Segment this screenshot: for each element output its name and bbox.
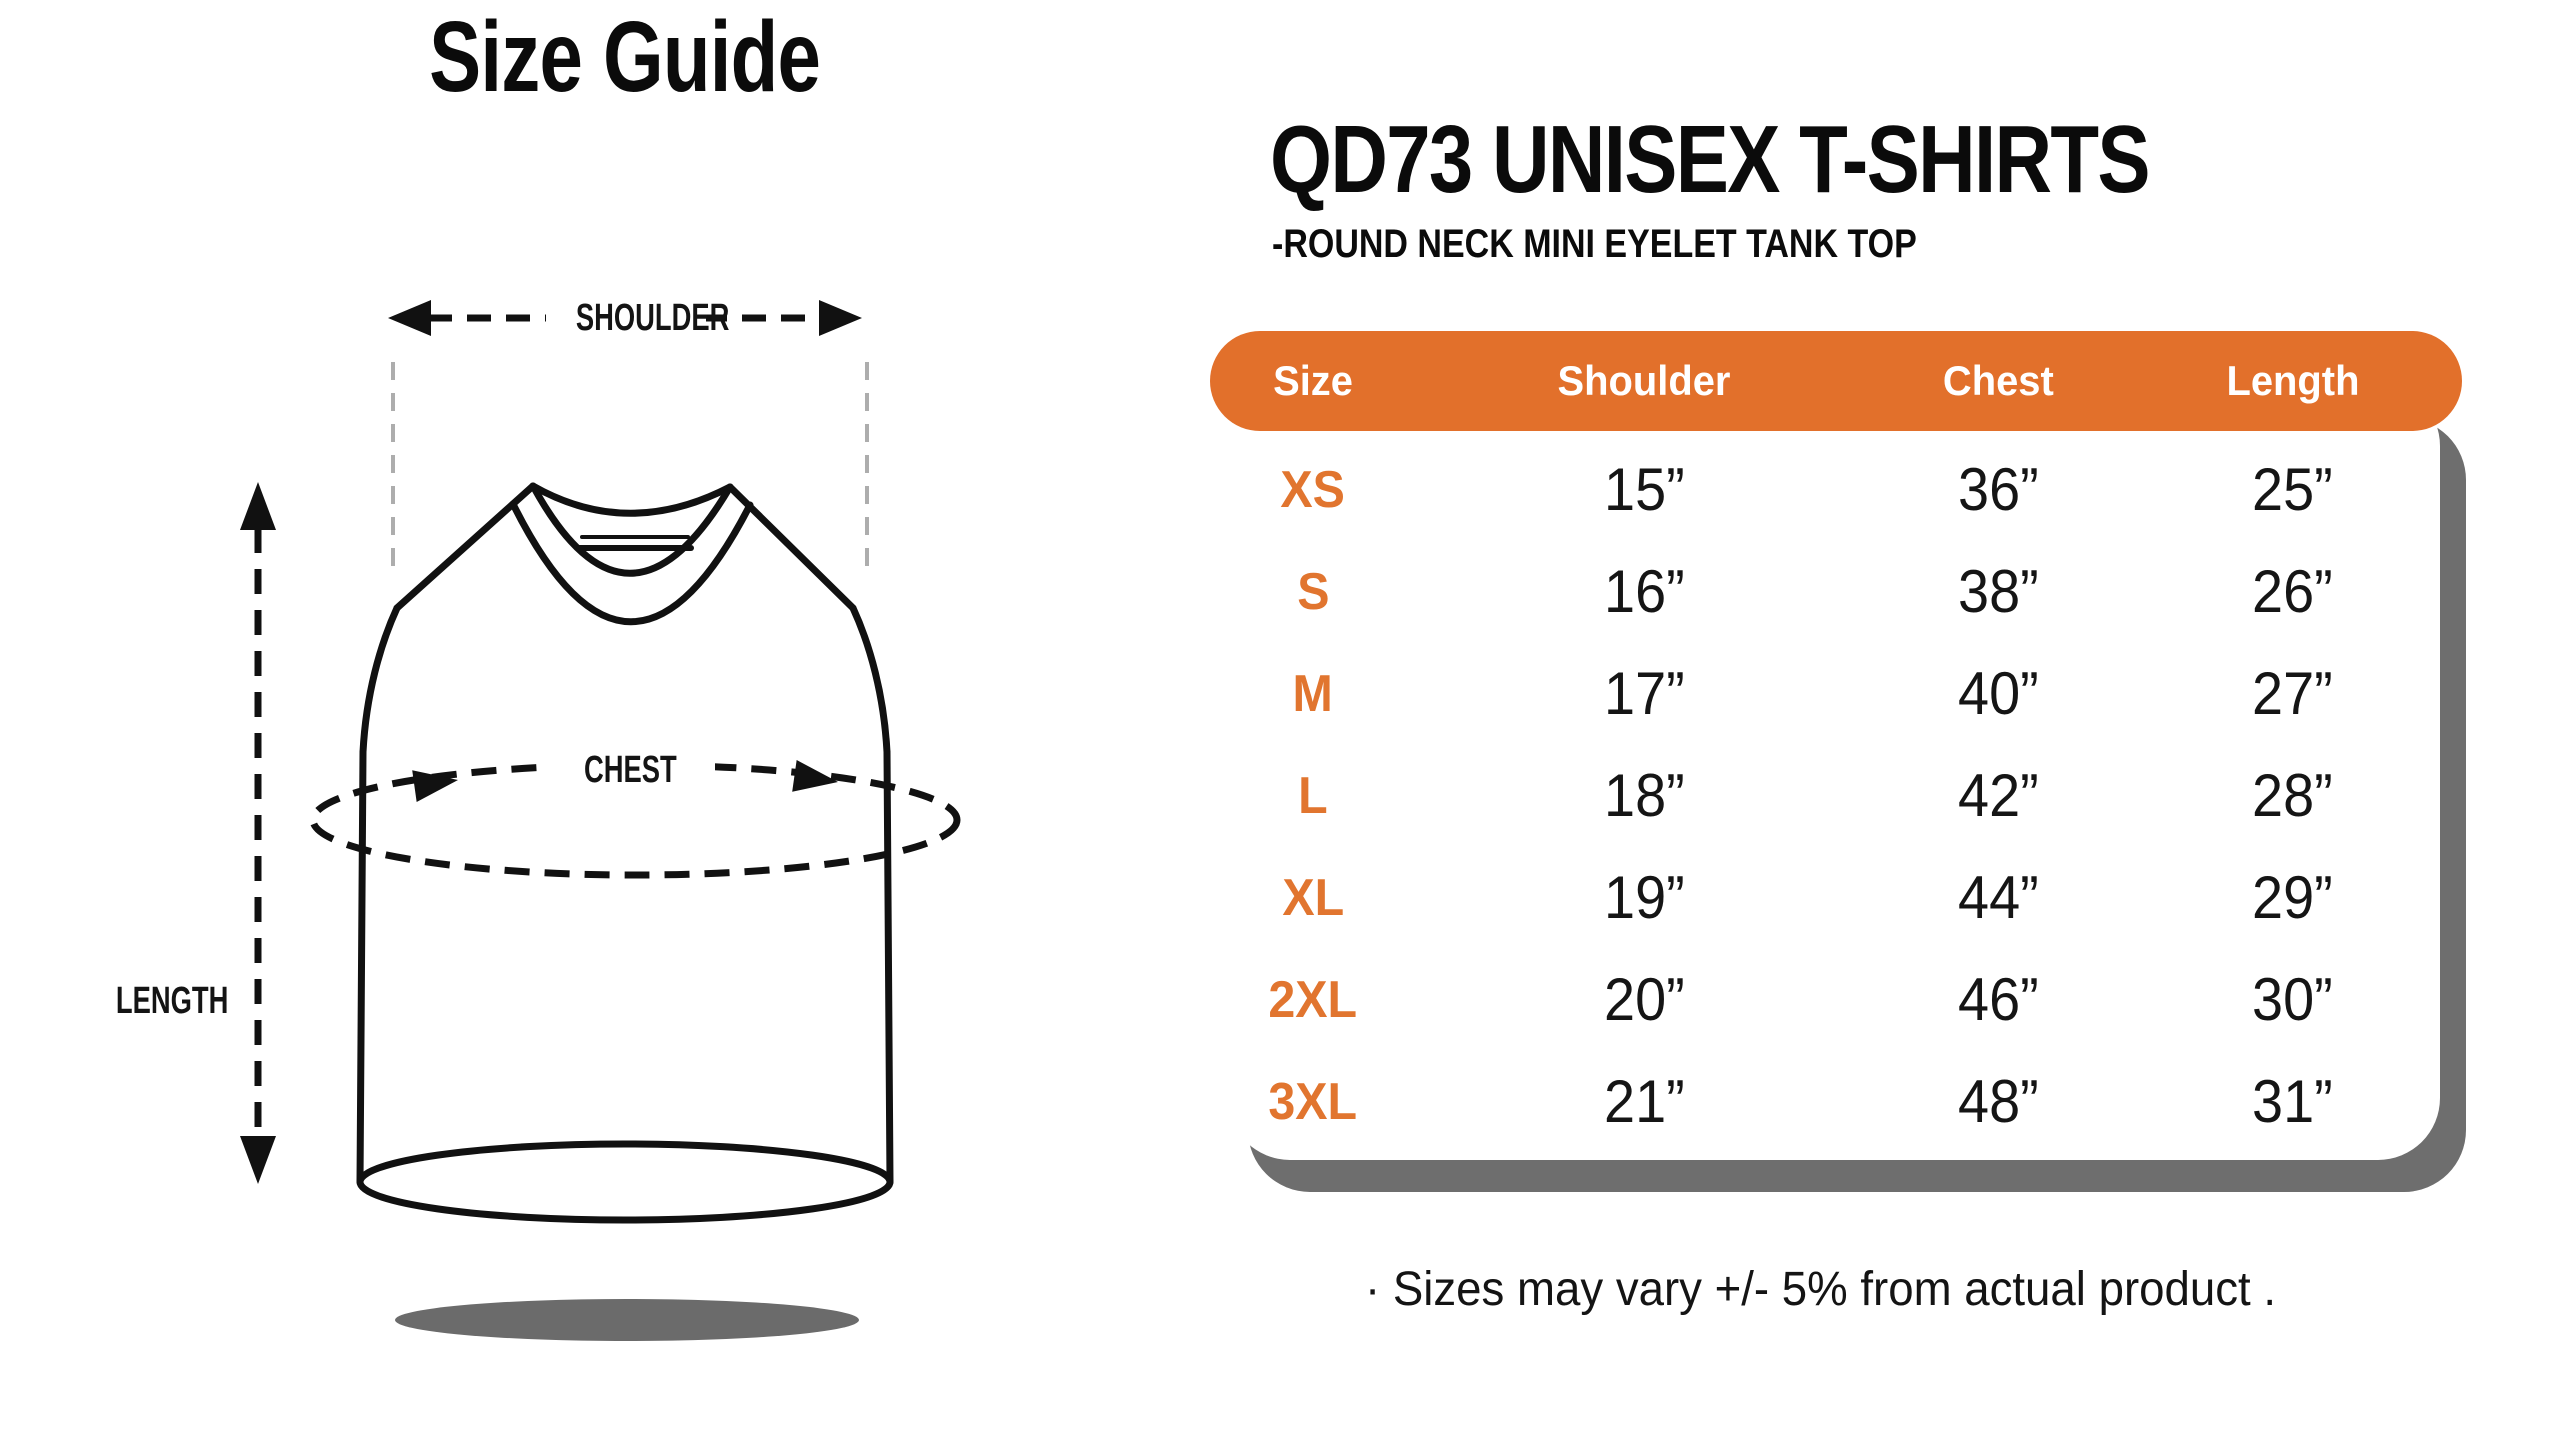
table-row-L: L 18” 42” 28”	[1210, 745, 2462, 847]
chest-label: CHEST	[545, 747, 715, 793]
inner-neckline-arc	[529, 482, 734, 577]
back-collar-arc	[529, 482, 734, 517]
ground-shadow	[395, 1299, 859, 1341]
cell-XS-length: 25”	[2252, 456, 2333, 523]
cell-2XL-size: 2XL	[1268, 971, 1358, 1029]
left-side-seam	[356, 748, 367, 1186]
table-row-XS: XS 15” 36” 25”	[1210, 439, 2462, 541]
cell-3XL-shoulder: 21”	[1604, 1068, 1685, 1135]
cell-M-length: 27”	[2252, 660, 2333, 727]
size-variance-note: · Sizes may vary +/- 5% from actual prod…	[1364, 1263, 2276, 1316]
cell-S-shoulder: 16”	[1604, 558, 1685, 625]
cell-XL-chest: 44”	[1957, 864, 2039, 931]
shoulder-label: SHOULDER	[546, 297, 729, 339]
cell-3XL-length: 31”	[2252, 1068, 2333, 1135]
chest-arrowhead-left	[412, 770, 458, 802]
length-label: LENGTH	[92, 982, 252, 1020]
product-title: QD73 UNISEX T-SHIRTS	[1270, 106, 2151, 213]
cell-XS-size: XS	[1280, 461, 1346, 519]
table-row-M: M 17” 40” 27”	[1210, 643, 2462, 745]
size-table-card	[1228, 384, 2440, 1160]
tank-top-outline	[356, 482, 894, 1224]
cell-M-chest: 40”	[1957, 660, 2039, 727]
table-row-XL: XL 19” 44” 29”	[1210, 847, 2462, 949]
cell-2XL-length: 30”	[2252, 966, 2333, 1033]
right-shoulder-seam	[726, 483, 857, 612]
cell-M-size: M	[1292, 665, 1334, 723]
cell-XS-chest: 36”	[1957, 456, 2039, 523]
cell-2XL-chest: 46”	[1957, 966, 2039, 1033]
left-armhole	[359, 604, 401, 756]
cell-S-chest: 38”	[1957, 558, 2039, 625]
cell-S-length: 26”	[2252, 558, 2333, 625]
cell-L-chest: 42”	[1957, 762, 2039, 829]
cell-XL-size: XL	[1282, 869, 1344, 927]
header-size: Size	[1273, 357, 1353, 404]
outer-neckband-arc	[509, 500, 754, 626]
left-shoulder-seam	[393, 482, 537, 612]
size-table-header: Size Shoulder Chest Length	[1210, 331, 2462, 431]
cell-L-shoulder: 18”	[1604, 762, 1685, 829]
cell-XL-shoulder: 19”	[1604, 864, 1685, 931]
header-length: Length	[2226, 357, 2359, 404]
shoulder-guide-lines	[391, 362, 869, 575]
length-arrow	[240, 482, 276, 1184]
cell-2XL-shoulder: 20”	[1604, 966, 1685, 1033]
cell-M-shoulder: 17”	[1604, 660, 1685, 727]
cell-XS-shoulder: 15”	[1604, 456, 1685, 523]
right-armhole	[849, 604, 891, 756]
page-title: Size Guide	[429, 1, 822, 113]
header-chest: Chest	[1942, 357, 2054, 404]
table-row-3XL: 3XL 21” 48” 31”	[1210, 1051, 2462, 1153]
cell-L-size: L	[1298, 767, 1328, 825]
shoulder-arrow	[388, 300, 862, 336]
header-shoulder: Shoulder	[1558, 357, 1731, 404]
cell-S-size: S	[1296, 563, 1330, 621]
table-row-S: S 16” 38” 26”	[1210, 541, 2462, 643]
cell-3XL-chest: 48”	[1957, 1068, 2039, 1135]
cell-XL-length: 29”	[2252, 864, 2333, 931]
cell-3XL-size: 3XL	[1268, 1073, 1358, 1131]
size-table-body: XS 15” 36” 25” S 16” 38” 26” M 17” 40” 27” L 18” 42” 28…	[1210, 439, 2462, 1153]
table-row-2XL: 2XL 20” 46” 30”	[1210, 949, 2462, 1051]
right-side-seam	[883, 748, 894, 1186]
hem-ellipse	[356, 1140, 894, 1224]
chest-arrowhead-right	[792, 760, 838, 792]
cell-L-length: 28”	[2252, 762, 2333, 829]
product-subtitle: -ROUND NECK MINI EYELET TANK TOP	[1272, 222, 1917, 266]
